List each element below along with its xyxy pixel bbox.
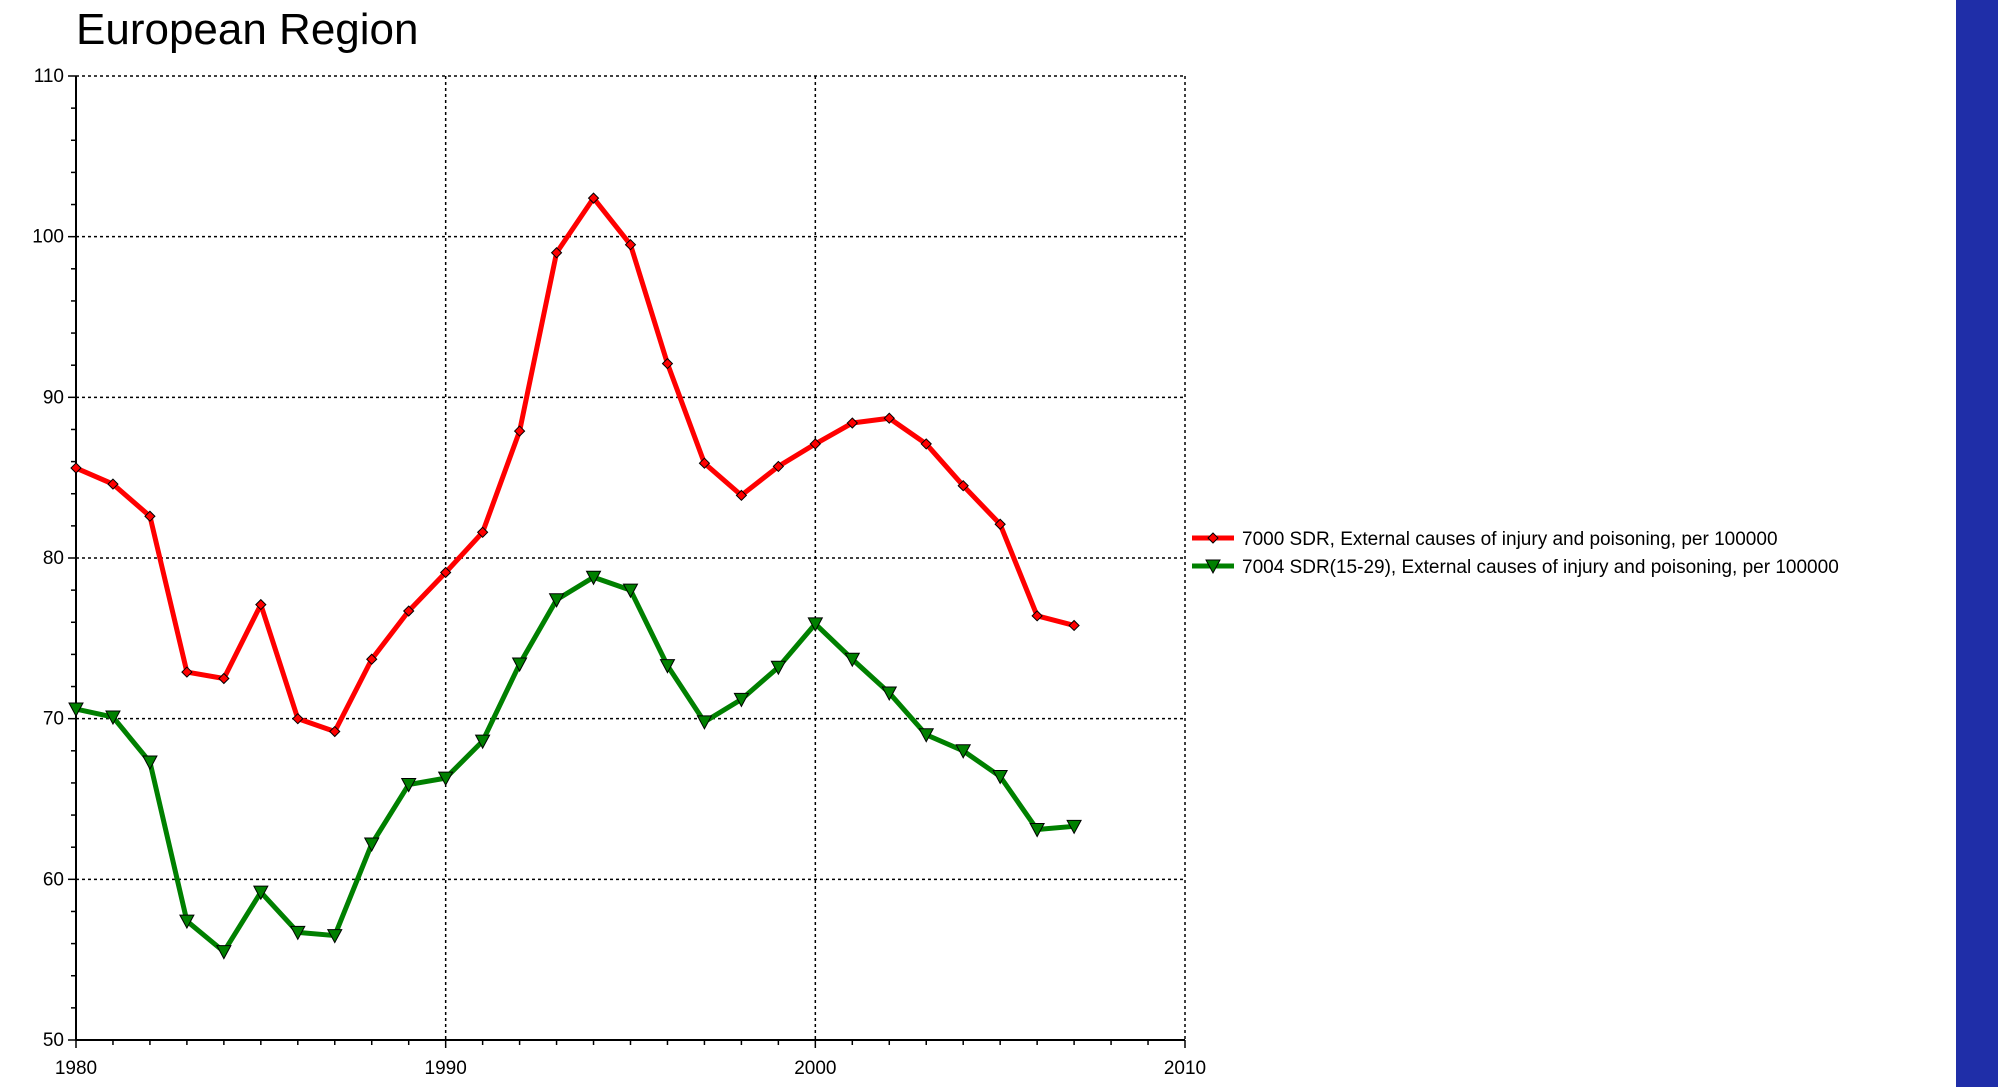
data-point [474,734,491,750]
data-point [548,593,565,608]
data-point [809,438,822,450]
data-point [994,518,1006,530]
data-point [252,885,269,901]
y-tick-label: 100 [32,227,64,248]
data-point [918,728,935,743]
data-point [400,778,417,793]
data-point [439,566,452,579]
grid-lines [75,75,1186,1041]
data-point [957,479,969,492]
slide-edge-bar [1956,0,1998,1087]
data-point [366,653,378,665]
data-point [326,929,343,944]
y-tick-label: 60 [43,869,64,890]
data-point [661,357,674,370]
y-tick-label: 50 [43,1030,64,1051]
data-point [289,925,306,941]
series-lines [68,192,1082,960]
y-tick-label: 90 [43,387,64,408]
x-tick-label: 1980 [55,1058,97,1079]
axes: 50 60 70 80 90 100 110 1980 1990 2000 2010 [32,66,1206,1079]
legend-entry: 7004 SDR(15-29), External causes of inju… [1192,557,1839,578]
data-point [105,710,121,726]
data-point [659,659,676,674]
data-point [735,489,748,502]
series-2 [68,570,1082,960]
data-point [107,478,119,490]
data-point [881,686,898,702]
y-tick-label: 110 [34,66,64,87]
legend: 7000 SDR, External causes of injury and … [1192,529,1839,578]
data-point [1029,823,1045,838]
data-point [1068,619,1080,632]
data-point [807,617,824,632]
series-1 [70,192,1080,738]
data-point [329,725,341,738]
data-point [1031,610,1043,622]
x-tick-label: 2000 [794,1058,836,1079]
data-point [622,583,639,599]
legend-swatch-marker [1205,559,1221,575]
series-line [75,574,1075,955]
data-point [883,412,895,424]
data-point [437,771,454,787]
data-point [772,460,785,473]
data-point [698,457,711,469]
data-point [181,666,193,678]
data-point [550,247,563,259]
data-point [363,837,380,853]
legend-label: 7000 SDR, External causes of injury and … [1242,529,1778,550]
legend-label: 7004 SDR(15-29), External causes of inju… [1242,557,1839,578]
x-tick-label: 1990 [425,1058,467,1079]
legend-swatch-marker [1207,532,1219,544]
data-point [844,652,861,668]
data-point [179,914,195,930]
series-line [75,195,1075,735]
chart-title: European Region [76,5,418,54]
data-point [733,692,750,708]
data-point [476,526,489,539]
x-tick-label: 2010 [1164,1058,1206,1079]
data-point [70,462,82,474]
data-point [255,598,267,611]
data-point [955,744,972,759]
data-point [920,438,932,450]
data-point [144,510,156,522]
data-point [216,945,232,960]
data-point [846,417,859,429]
data-point [1066,819,1082,835]
data-point [992,770,1009,785]
y-tick-label: 70 [43,709,64,730]
data-point [511,657,528,673]
legend-entry: 7000 SDR, External causes of injury and … [1192,529,1778,550]
data-point [68,702,84,718]
data-point [292,712,304,725]
y-tick-label: 80 [43,548,64,569]
data-point [624,238,637,251]
data-point [402,605,415,617]
data-point [218,672,230,685]
data-point [142,755,158,771]
data-point [585,570,602,586]
data-point [770,660,787,676]
data-point [587,192,600,204]
data-point [513,425,526,437]
data-point [696,715,713,730]
